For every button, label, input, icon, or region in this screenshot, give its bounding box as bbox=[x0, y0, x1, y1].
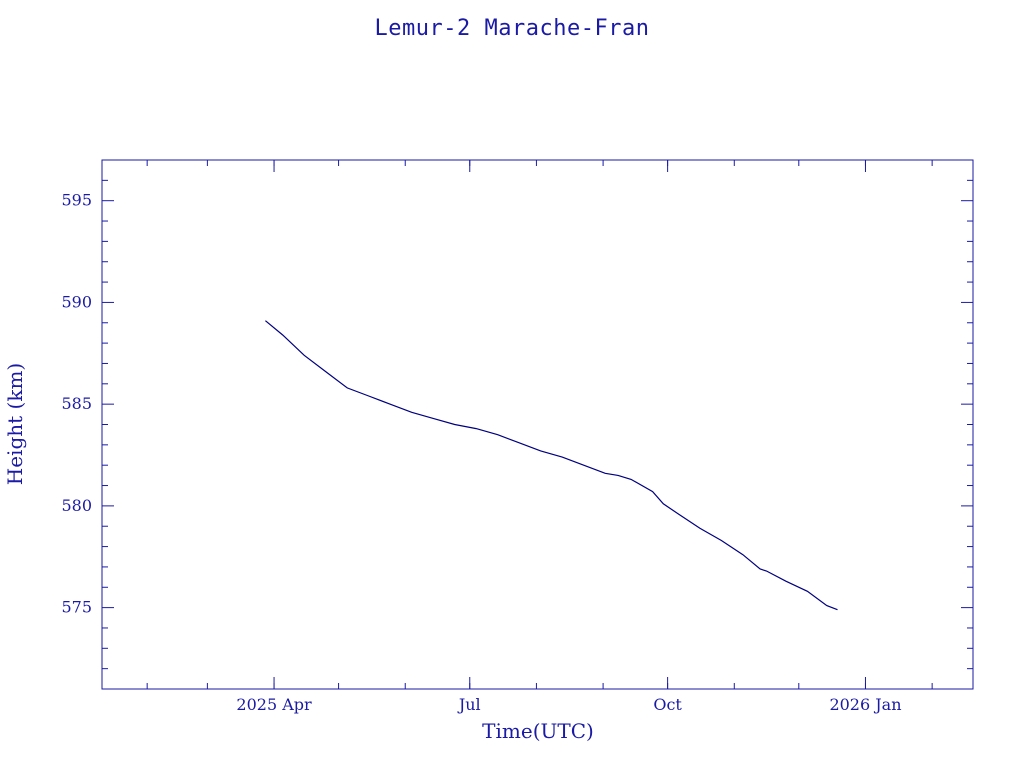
x-tick-label: 2026 Jan bbox=[829, 695, 901, 714]
y-axis-label: Height (km) bbox=[3, 363, 27, 485]
y-tick-label: 595 bbox=[61, 191, 92, 210]
x-tick-label: Oct bbox=[653, 695, 682, 714]
series-line bbox=[265, 320, 838, 611]
x-axis-label: Time(UTC) bbox=[482, 719, 594, 743]
x-tick-label: 2025 Apr bbox=[236, 695, 312, 714]
y-tick-label: 575 bbox=[61, 598, 92, 617]
y-tick-label: 585 bbox=[61, 394, 92, 413]
x-tick-label: Jul bbox=[457, 695, 481, 714]
y-tick-label: 590 bbox=[61, 292, 92, 311]
y-tick-label: 580 bbox=[61, 496, 92, 515]
plot-frame bbox=[101, 159, 974, 690]
chart-title: Lemur-2 Marache-Fran bbox=[374, 16, 650, 41]
